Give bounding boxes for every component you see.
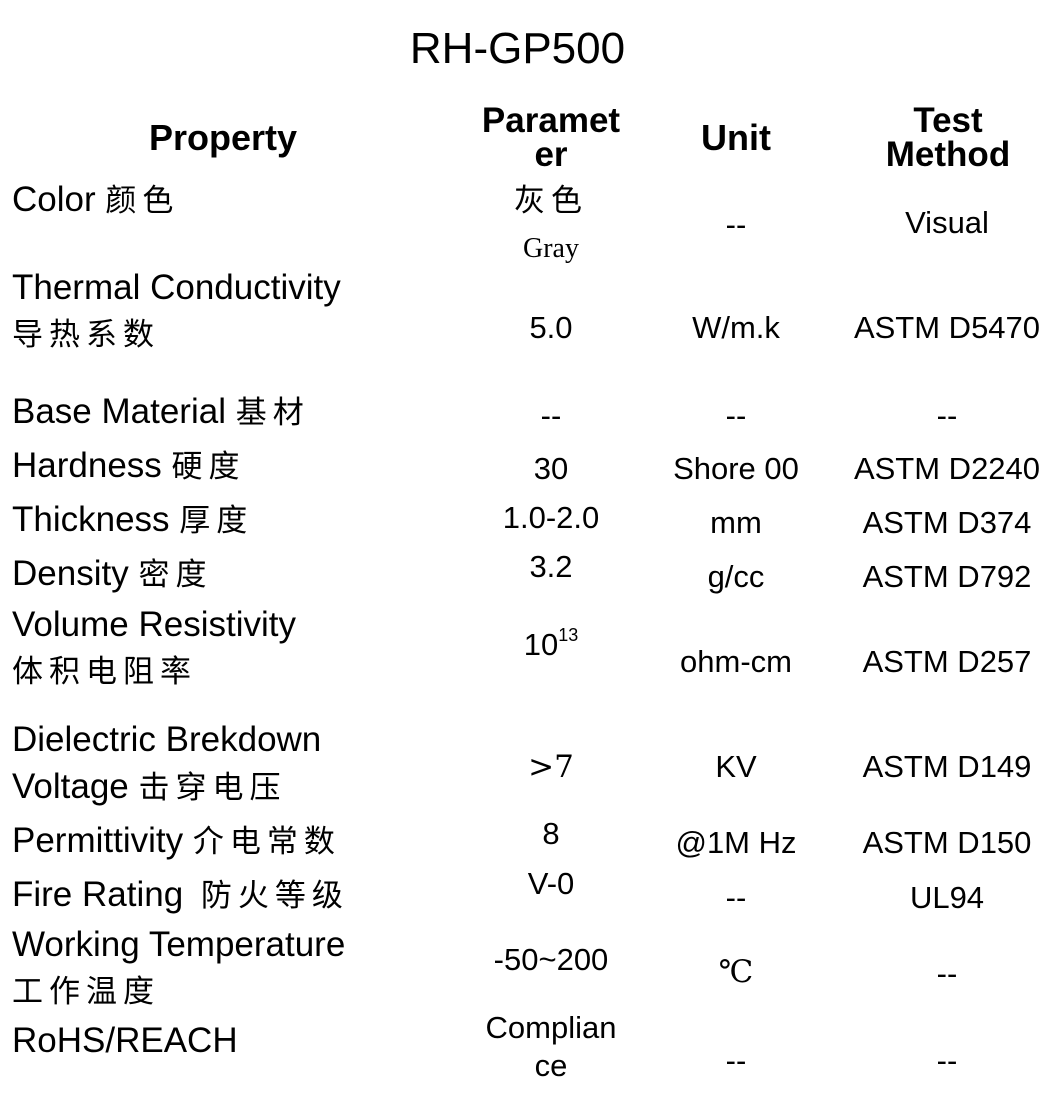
property-en: Base Material <box>12 392 226 431</box>
property-cn: 硬度 <box>171 449 246 485</box>
parameter-value-en: Gray <box>523 233 579 264</box>
test-method-value: ASTM D374 <box>862 505 1032 540</box>
parameter-value: 30 <box>533 451 569 486</box>
property-en: Permittivity <box>12 821 184 860</box>
property-cn: 防火等级 <box>200 878 349 914</box>
parameter-base: 10 <box>523 627 559 662</box>
property-name: Density 密度 <box>12 552 212 597</box>
property-en: Density <box>12 554 129 593</box>
parameter-value: Complian ce <box>466 1009 636 1085</box>
property-name: Volume Resistivity <box>12 605 296 644</box>
test-method-value: ASTM D2240 <box>853 451 1041 486</box>
header-test-line1: Test <box>913 101 983 140</box>
test-method-value: -- <box>936 1043 958 1078</box>
header-unit: Unit <box>701 117 771 158</box>
parameter-value: -- <box>540 398 562 433</box>
unit-value: -- <box>725 880 747 915</box>
unit-value: KV <box>715 749 757 784</box>
unit-value: ohm-cm <box>680 644 792 679</box>
unit-value: -- <box>725 207 747 242</box>
property-en: Thickness <box>12 500 170 539</box>
property-name: Permittivity 介电常数 <box>12 819 341 864</box>
property-cn: 基材 <box>235 395 310 431</box>
header-test-line2: Method <box>885 135 1011 174</box>
unit-value: W/m.k <box>692 310 780 345</box>
test-method-value: -- <box>936 398 958 433</box>
property-cn: 厚度 <box>179 503 254 539</box>
parameter-value: -50~200 <box>493 942 609 977</box>
parameter-value: 5.0 <box>529 310 573 345</box>
test-method-value: UL94 <box>909 880 985 915</box>
parameter-value-line2: ce <box>534 1048 568 1083</box>
property-name: Working Temperature <box>12 925 346 964</box>
parameter-value: V-0 <box>527 866 575 901</box>
document-title: RH-GP500 <box>409 24 626 73</box>
header-parameter-line1: Paramet <box>481 101 621 140</box>
unit-value: -- <box>725 1043 747 1078</box>
header-test-method: Test Method <box>868 101 1028 174</box>
property-name: Hardness 硬度 <box>12 444 246 489</box>
parameter-value: 1.0-2.0 <box>502 500 600 535</box>
property-en: Fire Rating <box>12 875 184 914</box>
parameter-value-line1: Complian <box>485 1010 617 1045</box>
test-method-value: ASTM D257 <box>862 644 1032 679</box>
header-parameter: Paramet er <box>466 101 636 174</box>
unit-value: ℃ <box>718 954 754 990</box>
test-method-value: -- <box>936 956 958 991</box>
unit-value: mm <box>710 505 762 540</box>
parameter-value: 3.2 <box>529 549 573 584</box>
test-method-value: ASTM D149 <box>862 749 1032 784</box>
unit-value: Shore 00 <box>673 451 799 486</box>
property-name: Fire Rating 防火等级 <box>12 873 349 918</box>
property-cn: 密度 <box>138 557 213 593</box>
property-en: Voltage <box>12 767 129 806</box>
property-en: Hardness <box>12 446 162 485</box>
property-cn: 体积电阻率 <box>12 654 197 690</box>
property-cn: 工作温度 <box>12 974 160 1010</box>
parameter-value-cn: 灰色 <box>514 183 588 219</box>
parameter-value: >7 <box>528 749 574 785</box>
header-property: Property <box>148 117 298 158</box>
property-name: RoHS/REACH <box>12 1021 238 1060</box>
unit-value: @1M Hz <box>675 825 797 860</box>
property-name: Thickness 厚度 <box>12 498 253 543</box>
property-cn: 颜色 <box>105 183 180 219</box>
property-name-line2: Voltage 击穿电压 <box>12 765 287 810</box>
parameter-value: 1013 <box>466 626 636 664</box>
property-name: Base Material 基材 <box>12 390 310 435</box>
property-name: Dielectric Brekdown <box>12 720 322 759</box>
test-method-value: Visual <box>905 205 989 240</box>
parameter-exponent: 13 <box>558 625 579 645</box>
test-method-value: ASTM D792 <box>862 559 1032 594</box>
property-name: Thermal Conductivity <box>12 268 341 307</box>
unit-value: -- <box>725 398 747 433</box>
unit-value: g/cc <box>707 559 765 594</box>
header-parameter-line2: er <box>534 135 568 174</box>
parameter-value: 8 <box>542 816 560 851</box>
property-en: Color <box>12 180 96 219</box>
property-cn: 击穿电压 <box>138 770 287 806</box>
test-method-value: ASTM D150 <box>862 825 1032 860</box>
property-name: Color 颜色 <box>12 178 179 223</box>
test-method-value: ASTM D5470 <box>853 310 1041 345</box>
property-cn: 介电常数 <box>192 824 341 860</box>
property-cn: 导热系数 <box>12 317 160 353</box>
